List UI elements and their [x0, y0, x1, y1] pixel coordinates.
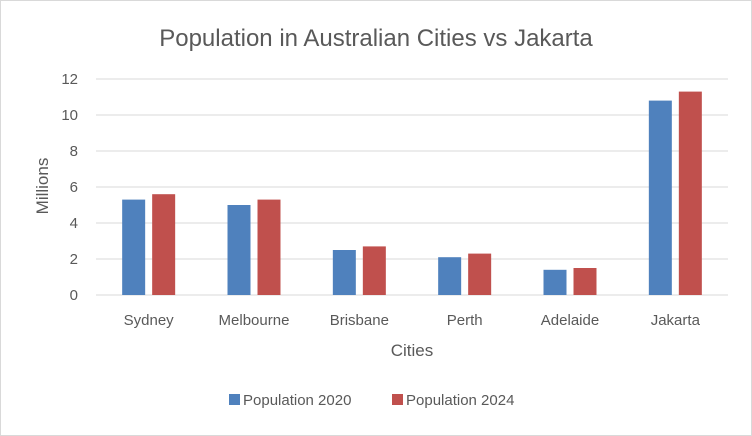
y-tick-label: 12	[61, 71, 78, 88]
x-axis-title: Cities	[391, 341, 434, 360]
y-tick-label: 6	[70, 179, 78, 196]
y-tick-label: 8	[70, 143, 78, 160]
x-axis-ticks: Sydney Melbourne Brisbane Perth Adelaide Jaka…	[124, 312, 701, 329]
y-tick-label: 10	[61, 107, 78, 124]
legend-label: Population 2024	[406, 392, 514, 409]
y-axis-ticks: 0 2 4 6 8 10 12	[61, 71, 78, 304]
x-tick-label: Brisbane	[330, 312, 389, 329]
y-tick-label: 0	[70, 287, 78, 304]
bar-perth-2024	[468, 253, 492, 295]
bar-brisbane-2024	[362, 246, 386, 295]
x-tick-label: Perth	[447, 312, 483, 329]
bar-adelaide-2020	[543, 269, 567, 295]
bar-perth-2020	[438, 257, 462, 295]
x-tick-label: Adelaide	[541, 312, 599, 329]
legend-swatch	[229, 394, 240, 405]
bar-brisbane-2020	[332, 250, 356, 295]
y-tick-label: 2	[70, 251, 78, 268]
legend: Population 2020 Population 2024	[229, 392, 514, 409]
legend-label: Population 2020	[243, 392, 351, 409]
legend-swatch	[392, 394, 403, 405]
x-tick-label: Sydney	[124, 312, 175, 329]
y-axis-title: Millions	[33, 158, 52, 215]
bar-sydney-2020	[122, 199, 146, 295]
bars	[122, 91, 702, 295]
x-tick-label: Melbourne	[219, 312, 290, 329]
bar-adelaide-2024	[573, 268, 597, 295]
gridlines	[96, 78, 728, 296]
bar-melbourne-2020	[227, 205, 251, 295]
y-tick-label: 4	[70, 215, 78, 232]
bar-jakarta-2024	[678, 91, 702, 295]
x-tick-label: Jakarta	[651, 312, 701, 329]
bar-melbourne-2024	[257, 199, 281, 295]
bar-jakarta-2020	[648, 100, 672, 295]
chart-title: Population in Australian Cities vs Jakar…	[159, 25, 593, 52]
bar-sydney-2024	[152, 194, 176, 295]
